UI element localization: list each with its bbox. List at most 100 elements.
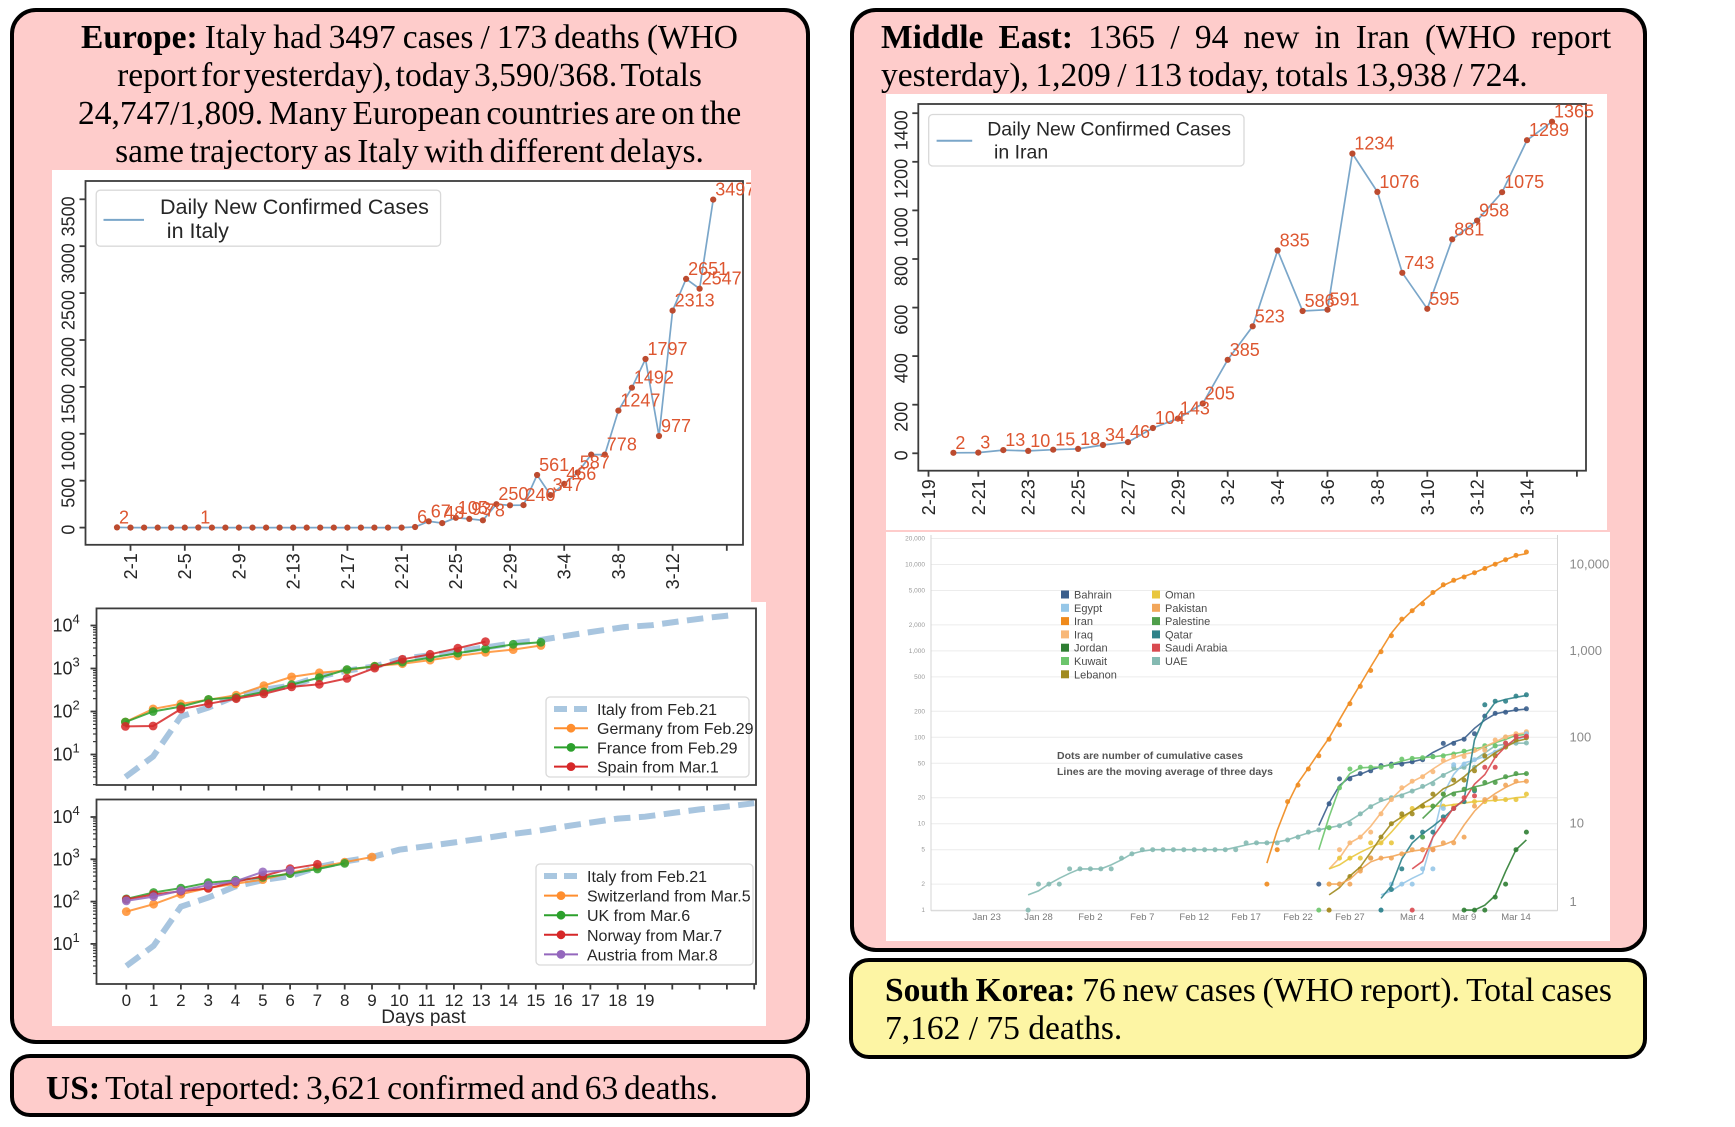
svg-text:3-4: 3-4 — [1268, 479, 1288, 505]
svg-text:Austria from Mar.8: Austria from Mar.8 — [587, 947, 718, 964]
svg-text:400: 400 — [891, 353, 911, 383]
svg-text:103: 103 — [53, 845, 80, 869]
svg-text:Jan 28: Jan 28 — [1024, 912, 1053, 923]
svg-text:Daily New Confirmed Cases: Daily New Confirmed Cases — [160, 195, 429, 219]
svg-text:Lines are the moving average o: Lines are the moving average of three da… — [1057, 766, 1273, 778]
svg-text:93: 93 — [471, 499, 491, 519]
svg-text:Mar 9: Mar 9 — [1452, 912, 1476, 923]
svg-text:19: 19 — [636, 991, 655, 1010]
svg-text:100: 100 — [1570, 729, 1592, 744]
svg-text:1365: 1365 — [1554, 102, 1594, 122]
svg-text:13: 13 — [1005, 430, 1025, 450]
svg-text:France from Feb.29: France from Feb.29 — [597, 740, 738, 757]
svg-text:2-21: 2-21 — [392, 553, 412, 589]
svg-text:Feb 2: Feb 2 — [1078, 912, 1102, 923]
svg-text:Iran: Iran — [1074, 616, 1093, 628]
svg-text:1200: 1200 — [891, 159, 911, 199]
svg-text:595: 595 — [1429, 289, 1459, 309]
svg-text:104: 104 — [53, 803, 80, 827]
svg-text:Kuwait: Kuwait — [1074, 656, 1107, 668]
svg-text:100: 100 — [914, 734, 925, 741]
svg-text:523: 523 — [1255, 306, 1285, 326]
svg-text:Italy from Feb.21: Italy from Feb.21 — [587, 869, 707, 886]
svg-text:3-14: 3-14 — [1518, 479, 1538, 515]
svg-text:385: 385 — [1230, 340, 1260, 360]
svg-text:46: 46 — [1130, 422, 1150, 442]
svg-text:102: 102 — [53, 888, 80, 912]
svg-text:16: 16 — [554, 991, 573, 1010]
svg-text:103: 103 — [53, 655, 80, 679]
svg-text:5: 5 — [921, 847, 925, 854]
svg-text:8: 8 — [340, 991, 349, 1010]
svg-text:104: 104 — [53, 612, 80, 636]
svg-text:Mar 14: Mar 14 — [1501, 912, 1531, 923]
svg-text:1075: 1075 — [1504, 172, 1544, 192]
svg-text:1500: 1500 — [59, 384, 79, 424]
svg-text:Qatar: Qatar — [1165, 629, 1193, 641]
svg-text:10: 10 — [1570, 816, 1584, 831]
svg-text:591: 591 — [1330, 290, 1360, 310]
svg-text:Egypt: Egypt — [1074, 603, 1102, 615]
svg-text:20,000: 20,000 — [905, 536, 925, 543]
svg-text:105: 105 — [458, 498, 488, 518]
svg-text:561: 561 — [539, 455, 569, 475]
svg-text:11: 11 — [418, 991, 436, 1010]
svg-text:10: 10 — [390, 991, 409, 1010]
svg-text:1000: 1000 — [59, 431, 79, 471]
svg-text:3497: 3497 — [715, 180, 751, 200]
svg-text:2: 2 — [955, 433, 965, 453]
svg-text:15: 15 — [1055, 430, 1075, 450]
svg-text:Jordan: Jordan — [1074, 643, 1108, 655]
svg-text:Oman: Oman — [1165, 590, 1195, 602]
svg-text:14: 14 — [499, 991, 518, 1010]
svg-text:UAE: UAE — [1165, 656, 1188, 668]
svg-text:10: 10 — [1030, 431, 1050, 451]
svg-text:778: 778 — [607, 435, 637, 455]
svg-text:50: 50 — [918, 760, 926, 767]
svg-text:2-21: 2-21 — [969, 479, 989, 515]
svg-text:12: 12 — [444, 991, 463, 1010]
svg-text:1: 1 — [149, 991, 158, 1010]
svg-text:in Iran: in Iran — [994, 141, 1048, 163]
svg-text:2313: 2313 — [675, 291, 715, 311]
svg-text:3-6: 3-6 — [1318, 479, 1338, 505]
svg-text:1,000: 1,000 — [909, 648, 926, 655]
svg-text:Germany from Feb.29: Germany from Feb.29 — [597, 721, 754, 738]
svg-text:2-29: 2-29 — [1168, 479, 1188, 515]
svg-text:Feb 7: Feb 7 — [1130, 912, 1154, 923]
svg-text:2-5: 2-5 — [175, 553, 195, 579]
svg-text:Palestine: Palestine — [1165, 616, 1210, 628]
svg-text:in Italy: in Italy — [167, 219, 229, 243]
svg-text:48: 48 — [444, 503, 464, 523]
svg-text:102: 102 — [53, 698, 80, 722]
svg-text:Italy from Feb.21: Italy from Feb.21 — [597, 702, 717, 719]
svg-text:2-9: 2-9 — [229, 553, 249, 579]
svg-text:Norway from Mar.7: Norway from Mar.7 — [587, 928, 722, 945]
svg-text:205: 205 — [1205, 384, 1235, 404]
svg-text:3-8: 3-8 — [609, 553, 629, 579]
svg-text:2651: 2651 — [688, 259, 728, 279]
svg-text:Jan 23: Jan 23 — [972, 912, 1001, 923]
svg-text:101: 101 — [53, 930, 80, 954]
svg-text:3: 3 — [203, 991, 212, 1010]
svg-text:10: 10 — [918, 821, 926, 828]
svg-text:7: 7 — [313, 991, 322, 1010]
svg-text:2500: 2500 — [59, 290, 79, 330]
svg-text:240: 240 — [526, 485, 556, 505]
svg-text:Saudi Arabia: Saudi Arabia — [1165, 643, 1228, 655]
svg-text:67: 67 — [431, 501, 451, 521]
svg-text:200: 200 — [914, 708, 925, 715]
svg-text:0: 0 — [891, 450, 911, 460]
svg-text:2-13: 2-13 — [284, 553, 304, 589]
svg-text:2: 2 — [176, 991, 185, 1010]
svg-text:3-12: 3-12 — [663, 553, 683, 589]
svg-text:Iraq: Iraq — [1074, 629, 1093, 641]
svg-text:466: 466 — [566, 464, 596, 484]
svg-text:101: 101 — [53, 741, 80, 765]
svg-text:2-29: 2-29 — [501, 553, 521, 589]
svg-text:Dots are number of cumulative: Dots are number of cumulative cases — [1057, 750, 1243, 762]
svg-text:Feb 12: Feb 12 — [1179, 912, 1209, 923]
svg-text:1076: 1076 — [1379, 172, 1419, 192]
svg-text:250: 250 — [498, 484, 528, 504]
svg-text:1797: 1797 — [648, 339, 688, 359]
